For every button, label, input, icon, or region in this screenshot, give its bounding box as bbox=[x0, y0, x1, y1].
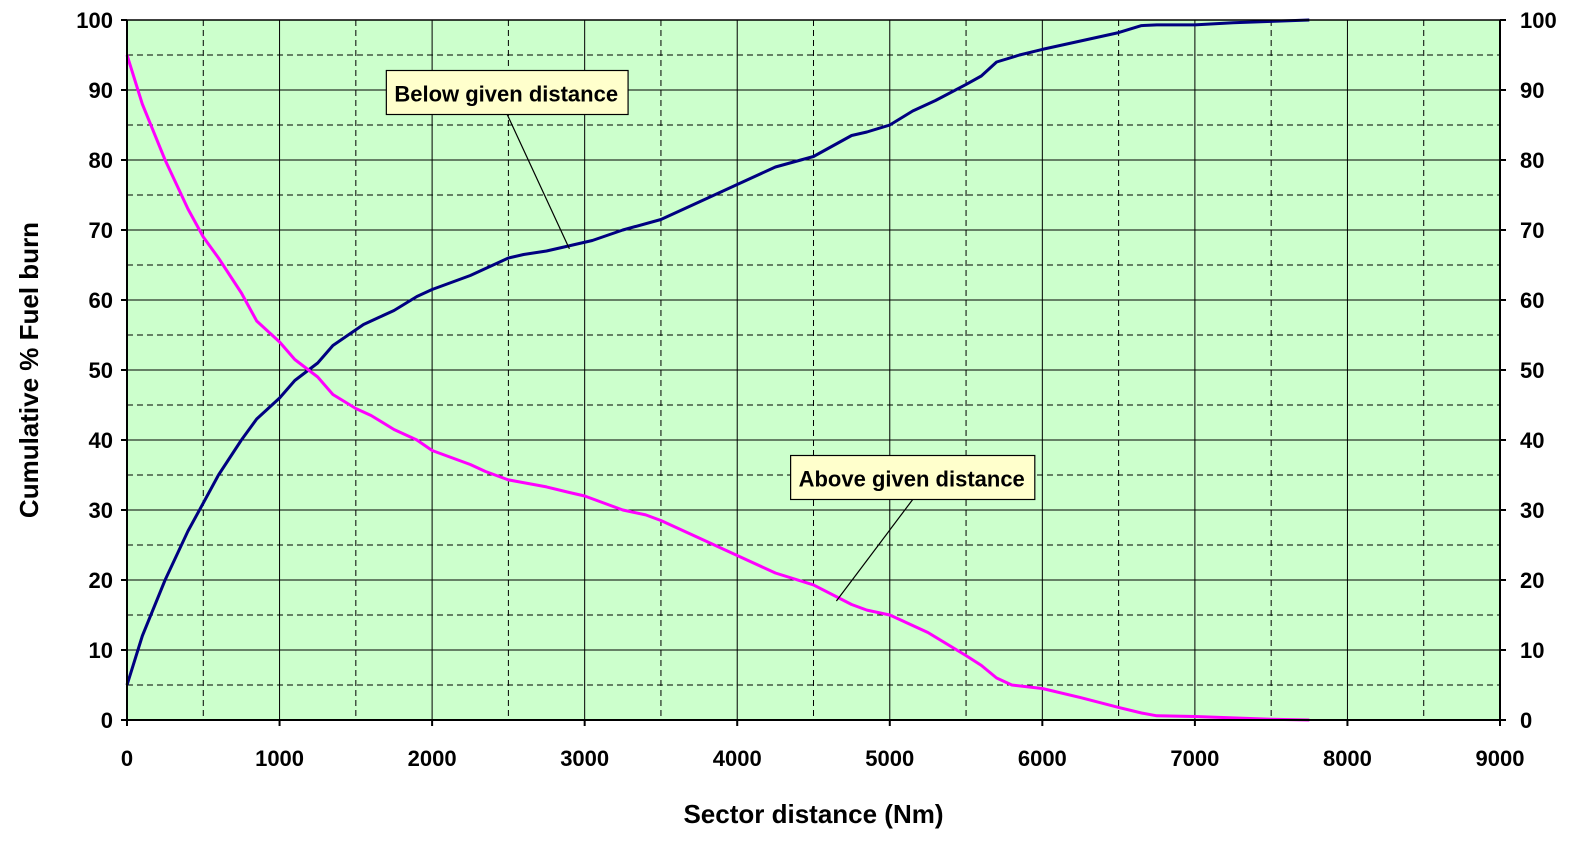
gridlines bbox=[127, 20, 1500, 720]
x-tick-label: 7000 bbox=[1170, 746, 1219, 771]
y-tick-label-right: 20 bbox=[1520, 568, 1544, 593]
y-tick-label-left: 100 bbox=[76, 8, 113, 33]
x-tick-label: 3000 bbox=[560, 746, 609, 771]
y-tick-label-left: 40 bbox=[89, 428, 113, 453]
y-tick-label-right: 30 bbox=[1520, 498, 1544, 523]
y-axis-title: Cumulative % Fuel burn bbox=[14, 222, 44, 518]
series-lines bbox=[125, 18, 1310, 722]
y-tick-label-left: 80 bbox=[89, 148, 113, 173]
x-tick-label: 9000 bbox=[1476, 746, 1525, 771]
y-tick-label-right: 70 bbox=[1520, 218, 1544, 243]
y-tick-label-right: 0 bbox=[1520, 708, 1532, 733]
y-tick-label-left: 20 bbox=[89, 568, 113, 593]
y-tick-label-left: 30 bbox=[89, 498, 113, 523]
callout-pointer bbox=[506, 114, 570, 250]
y-tick-label-right: 50 bbox=[1520, 358, 1544, 383]
series-line-0 bbox=[125, 18, 1310, 686]
annotations: Below given distance Above given distance bbox=[385, 69, 1036, 602]
y-tick-label-left: 60 bbox=[89, 288, 113, 313]
y-tick-label-left: 70 bbox=[89, 218, 113, 243]
y-tick-label-right: 100 bbox=[1520, 8, 1557, 33]
callout-box bbox=[790, 454, 1036, 501]
callout-label: Below given distance bbox=[394, 82, 618, 107]
callout-pointer bbox=[835, 499, 914, 602]
series-line-1 bbox=[125, 54, 1310, 722]
callout-1: Above given distance bbox=[790, 454, 1036, 602]
x-tick-label: 2000 bbox=[408, 746, 457, 771]
callout-0: Below given distance bbox=[385, 69, 629, 250]
x-tick-label: 0 bbox=[121, 746, 133, 771]
y-tick-label-right: 60 bbox=[1520, 288, 1544, 313]
y-tick-label-right: 10 bbox=[1520, 638, 1544, 663]
x-tick-label: 1000 bbox=[255, 746, 304, 771]
y-tick-label-left: 10 bbox=[89, 638, 113, 663]
x-tick-label: 5000 bbox=[865, 746, 914, 771]
x-axis-title: Sector distance (Nm) bbox=[683, 799, 943, 829]
y-tick-label-left: 0 bbox=[101, 708, 113, 733]
y-tick-label-left: 50 bbox=[89, 358, 113, 383]
callout-box bbox=[385, 69, 629, 116]
x-tick-label: 8000 bbox=[1323, 746, 1372, 771]
y-tick-label-right: 80 bbox=[1520, 148, 1544, 173]
y-tick-label-left: 90 bbox=[89, 78, 113, 103]
y-tick-label-right: 90 bbox=[1520, 78, 1544, 103]
x-tick-label: 6000 bbox=[1018, 746, 1067, 771]
callout-label: Above given distance bbox=[799, 467, 1025, 492]
x-tick-label: 4000 bbox=[713, 746, 762, 771]
y-tick-label-right: 40 bbox=[1520, 428, 1544, 453]
